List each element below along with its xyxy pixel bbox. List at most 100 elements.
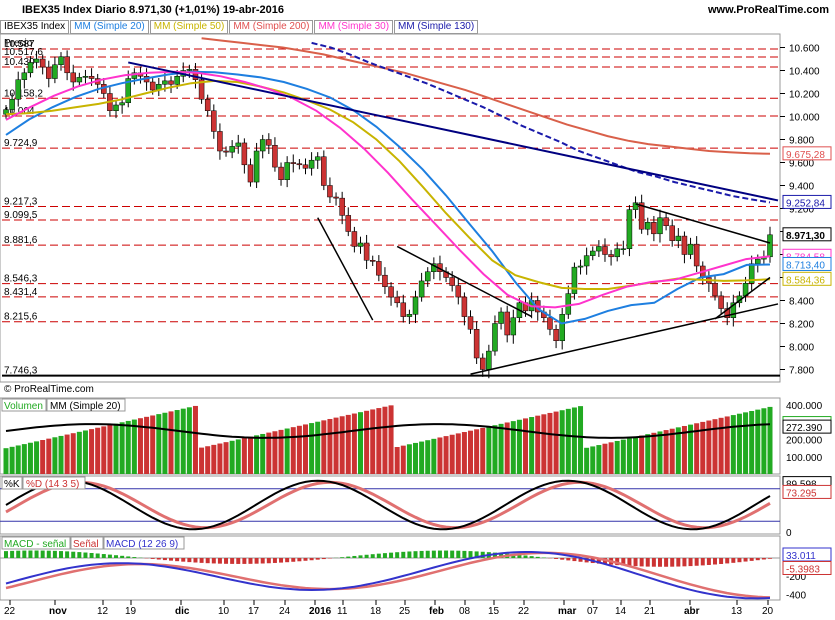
macd-histogram-bar bbox=[725, 558, 730, 564]
date-axis-label: 19 bbox=[125, 606, 137, 617]
volume-bar bbox=[413, 442, 419, 474]
sma20-line bbox=[5, 70, 771, 325]
macd-histogram-bar bbox=[236, 558, 241, 564]
candle-body bbox=[388, 286, 394, 298]
macd-line bbox=[5, 551, 771, 600]
stoch-tag bbox=[782, 484, 832, 499]
volume-bar bbox=[327, 418, 333, 474]
date-axis-label: dic bbox=[175, 606, 190, 617]
candle-body bbox=[620, 248, 627, 250]
price-tag-label: 8.713,40 bbox=[786, 260, 825, 271]
macd-histogram-bar bbox=[529, 556, 534, 558]
candle-body bbox=[583, 255, 590, 267]
volume-bar bbox=[516, 419, 522, 474]
macd-histogram-bar bbox=[676, 558, 681, 567]
candle-body bbox=[645, 222, 651, 230]
candle-body bbox=[376, 261, 382, 276]
stoch-panel bbox=[0, 475, 781, 535]
volume-bar bbox=[260, 433, 266, 474]
candle-body bbox=[418, 280, 425, 298]
site-link[interactable]: www.ProRealTime.com bbox=[707, 4, 829, 16]
volume-bar bbox=[107, 425, 113, 474]
volume-bar bbox=[89, 429, 95, 474]
macd-histogram-bar bbox=[670, 558, 675, 567]
volume-bar bbox=[82, 430, 88, 474]
date-axis-label: 17 bbox=[248, 606, 260, 617]
price-axis-label: 9.400 bbox=[789, 182, 814, 193]
chart-header: IBEX35 Index Diario 8.971,30 (+1,01%) 19… bbox=[0, 0, 835, 20]
volume-bar bbox=[620, 439, 626, 474]
candle-body bbox=[64, 56, 70, 74]
candle-body bbox=[730, 302, 737, 318]
price-tag bbox=[782, 227, 832, 242]
macd-histogram-bar bbox=[199, 558, 204, 563]
macd-histogram-bar bbox=[639, 558, 644, 567]
volume-bar bbox=[137, 418, 143, 474]
macd-histogram-bar bbox=[46, 550, 51, 558]
macd-histogram-bar bbox=[450, 550, 455, 558]
candle-body bbox=[46, 66, 52, 79]
stoch-tag-label: 73.295 bbox=[786, 488, 817, 499]
candle-body bbox=[412, 296, 419, 315]
price-tag bbox=[782, 194, 832, 209]
volume-bar bbox=[131, 419, 137, 474]
volume-bar bbox=[559, 410, 565, 474]
volume-bar bbox=[730, 415, 736, 474]
price-axis-label: 10.000 bbox=[789, 113, 820, 124]
price-level-label: 10.430 bbox=[4, 57, 35, 68]
volume-bar bbox=[150, 415, 156, 474]
candle-body bbox=[217, 131, 223, 152]
volume-bar bbox=[345, 414, 351, 474]
macd-histogram-bar bbox=[492, 552, 497, 558]
price-level-label: 8.215,6 bbox=[4, 312, 38, 323]
candle-body bbox=[382, 274, 388, 287]
candle-body bbox=[125, 78, 131, 103]
date-axis-label: 24 bbox=[279, 606, 291, 617]
price-level-label: 8.431,4 bbox=[4, 287, 38, 298]
macd-histogram-bar bbox=[682, 558, 687, 567]
volume-bar bbox=[474, 429, 480, 474]
candle-body bbox=[21, 72, 28, 80]
volume-bar bbox=[431, 438, 437, 474]
stoch-legend-label: %D (14 3 5) bbox=[26, 479, 79, 490]
candle-body bbox=[76, 77, 83, 83]
price-axis-label: 10.200 bbox=[789, 90, 820, 101]
candle-body bbox=[473, 329, 480, 359]
macd-panel bbox=[0, 535, 781, 601]
volume-bar bbox=[523, 418, 529, 474]
macd-histogram-bar bbox=[456, 550, 461, 558]
volume-bar bbox=[199, 447, 205, 474]
volume-bar bbox=[651, 432, 657, 474]
volume-bar bbox=[743, 412, 749, 474]
macd-histogram-bar bbox=[303, 558, 308, 561]
candle-body bbox=[9, 99, 15, 110]
volume-bar bbox=[211, 444, 217, 474]
price-axis-label: 10.600 bbox=[789, 44, 820, 55]
volume-bar bbox=[192, 405, 198, 474]
macd-histogram-bar bbox=[419, 550, 424, 558]
volume-bar bbox=[590, 446, 596, 474]
candle-body bbox=[577, 265, 584, 268]
date-axis-label: 14 bbox=[615, 606, 627, 617]
macd-histogram-bar bbox=[468, 551, 473, 558]
volume-bar bbox=[718, 417, 724, 474]
macd-histogram-bar bbox=[211, 558, 216, 564]
price-axis-label: 8.400 bbox=[789, 297, 814, 308]
date-axis-label: feb bbox=[429, 606, 444, 617]
volume-bar bbox=[755, 409, 761, 474]
trend-line bbox=[635, 203, 771, 244]
volume-bar bbox=[34, 441, 40, 474]
macd-axis-label: -400 bbox=[786, 590, 806, 601]
volume-bar bbox=[64, 434, 70, 474]
macd-histogram-bar bbox=[596, 558, 601, 564]
candle-body bbox=[596, 246, 602, 252]
volume-bar bbox=[156, 414, 162, 474]
downtrend-line bbox=[128, 61, 779, 202]
candle-body bbox=[461, 296, 468, 317]
macd-histogram-bar bbox=[65, 551, 70, 558]
volume-bar bbox=[290, 427, 296, 474]
candle-body bbox=[33, 58, 40, 63]
macd-histogram-bar bbox=[364, 554, 369, 558]
volume-bar bbox=[706, 420, 712, 474]
